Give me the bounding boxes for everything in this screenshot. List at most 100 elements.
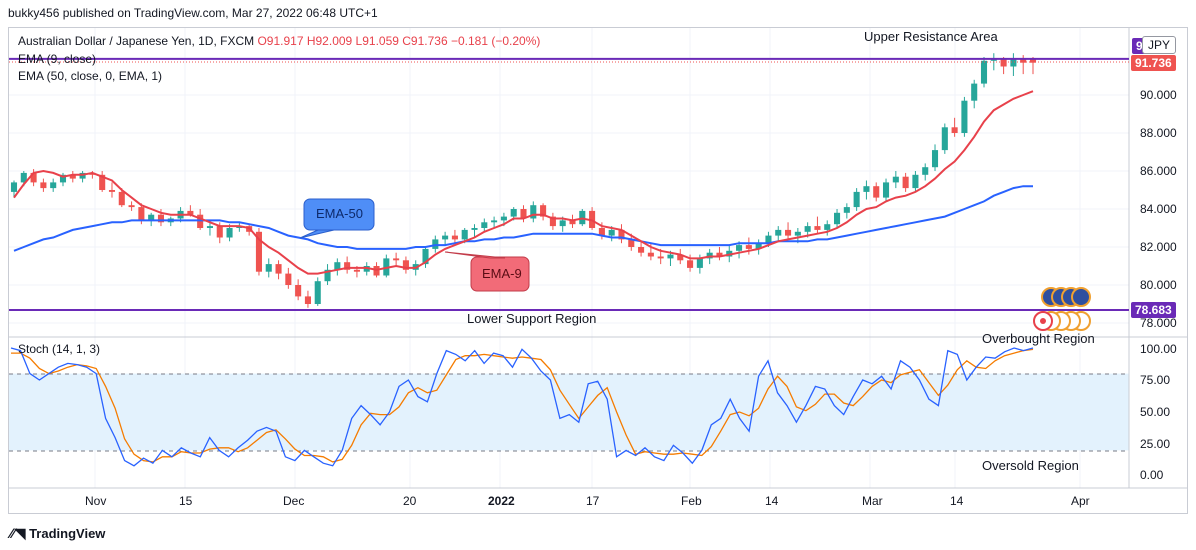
candle [520,205,527,223]
candle-body [677,254,684,261]
candle [677,248,684,265]
candle-body [442,235,449,240]
candle [128,201,135,211]
candle-body [696,258,703,268]
candle [941,123,948,154]
tradingview-logo[interactable]: ⁄⁄◥ TradingView [10,525,105,542]
time-tick: Dec [283,494,305,508]
candle-body [892,176,899,183]
chart-frame [8,27,1188,514]
candle-body [902,176,909,189]
currency-button[interactable]: JPY [1142,36,1177,54]
candle [892,171,899,189]
candle-body [785,229,792,236]
indicator-ema9-label[interactable]: EMA (9, close) [18,52,97,66]
candle [549,212,556,230]
candle [40,178,47,192]
candle-body [128,205,135,208]
candle [422,247,429,268]
candle-body [275,264,282,274]
indicator-stoch-label[interactable]: Stoch (14, 1, 3) [18,342,101,356]
candle [843,203,850,219]
candle-body [931,150,939,168]
candle [589,207,596,230]
candle [922,163,929,181]
candle-body [540,205,547,217]
candle [304,290,311,308]
candle [951,117,958,137]
candle-body [226,228,233,238]
support-price-tag: 78.683 [1131,302,1176,318]
candle-body [1010,58,1017,67]
candle [882,178,890,202]
candle [118,188,125,208]
candle [471,224,478,238]
candle-body [873,186,880,198]
stoch-tick: 100.00 [1140,342,1177,356]
candle-body [10,182,18,192]
ema50-callout-label: EMA-50 [316,206,363,221]
candle-body [628,239,635,247]
candle [618,224,625,244]
candle-body [500,216,507,221]
candle [824,220,831,236]
candle [481,218,488,232]
candle [540,203,547,221]
time-tick: 14 [765,494,779,508]
candle [442,231,449,246]
candle-body [40,182,47,189]
candle-body [765,235,772,244]
candle-body [99,174,106,190]
candle-body [491,220,498,223]
stoch-tick: 75.00 [1140,373,1171,387]
candle [314,277,321,306]
candle-body [481,222,488,228]
price-tick: 82.000 [1140,240,1177,254]
candle-body [69,174,76,179]
candle-body [451,235,458,240]
tradingview-logo-icon: ⁄⁄◥ [10,525,26,541]
candle [393,252,400,266]
stoch-tick: 50.00 [1140,405,1171,419]
candle [334,258,341,276]
candle [785,222,792,240]
candle-body [402,260,409,270]
candle-body [775,229,782,236]
candle [295,279,302,301]
time-tick: Feb [681,494,702,508]
candle-body [461,229,468,240]
candle [451,229,458,244]
time-tick: 2022 [488,494,515,508]
last-price-tag: 91.736 [1131,55,1176,71]
ema9-line [13,90,1034,275]
ema9-callout-label: EMA-9 [482,266,522,281]
candle-body [961,100,968,133]
candle [834,209,841,228]
candle-body [422,248,429,265]
candle [530,201,537,223]
oversold-label: Oversold Region [982,458,1079,473]
candle-body [393,258,400,261]
candle [873,182,880,202]
candle [108,182,116,198]
tradingview-brand: TradingView [29,526,106,541]
price-tick: 78.000 [1140,316,1177,330]
candle [638,241,645,257]
candle [255,228,262,276]
candle-body [853,191,860,208]
symbol-ohlc: O91.917 H92.009 L91.059 C91.736 −0.181 (… [257,34,541,48]
price-tick: 90.000 [1140,88,1177,102]
candle-body [667,254,674,259]
candle-body [353,269,360,272]
candle [275,260,282,280]
candle [265,258,272,278]
candle-body [30,172,37,183]
candle [716,247,723,261]
indicator-ema50-label[interactable]: EMA (50, close, 0, EMA, 1) [18,69,163,83]
candle-body [265,264,272,272]
candle-body [187,210,194,215]
stoch-tick: 0.00 [1140,468,1164,482]
economic-events-icons [1033,287,1091,331]
candle-body [295,285,302,297]
